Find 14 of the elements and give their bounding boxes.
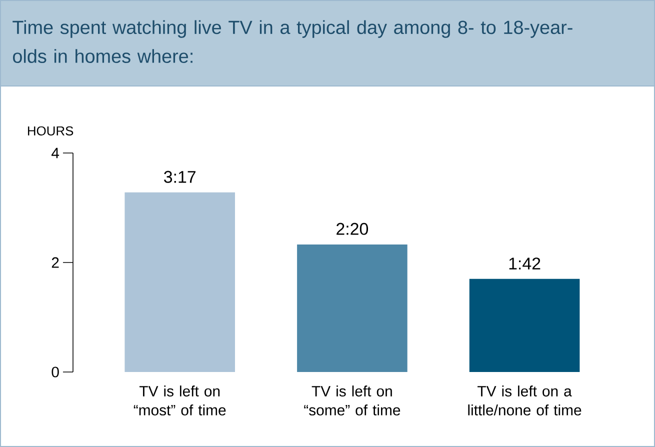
y-tick-label: 4 xyxy=(52,148,60,158)
bar xyxy=(124,192,236,372)
data-label: 3:17 xyxy=(164,170,196,183)
bar xyxy=(469,278,580,372)
data-label: 1:42 xyxy=(509,258,540,270)
y-tick-label: 2 xyxy=(52,257,59,268)
y-axis-title: HOURS xyxy=(28,126,74,136)
bar xyxy=(297,244,408,372)
x-tick-label: TV is left on “some” of time xyxy=(304,386,400,416)
x-tick-label: TV is left on a little/none of time xyxy=(468,386,582,416)
x-tick-label: TV is left on “most” of time xyxy=(134,386,226,416)
data-label: 2:20 xyxy=(336,222,368,235)
y-tick-label: 0 xyxy=(52,366,59,378)
chart-title: Time spent watching live TV in a typical day among 8- to 18-year-olds in homes where: xyxy=(12,20,572,63)
